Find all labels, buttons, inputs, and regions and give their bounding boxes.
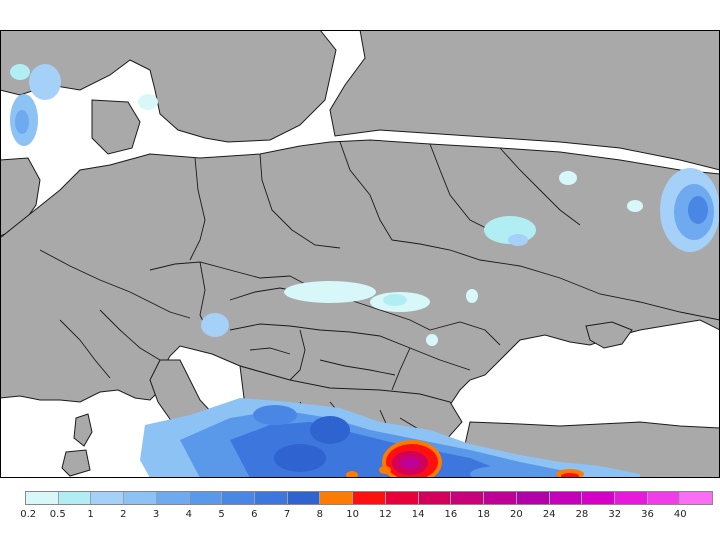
legend-label: 5 <box>218 509 225 520</box>
legend-swatch <box>614 492 648 504</box>
legend-swatch <box>582 492 615 504</box>
precip-patch <box>310 416 350 444</box>
legend-swatch <box>156 492 190 504</box>
legend-swatch <box>222 492 256 504</box>
land-corsica <box>73 413 93 447</box>
legend-swatch <box>516 492 550 504</box>
legend-swatch <box>647 492 681 504</box>
legend-label: 4 <box>185 509 192 520</box>
legend-swatch <box>124 492 157 504</box>
legend-label: 3 <box>152 509 160 520</box>
color-legend <box>25 491 713 505</box>
legend-label: 14 <box>411 509 425 520</box>
legend-label: 12 <box>379 509 392 520</box>
legend-swatch <box>385 492 419 504</box>
land-finland <box>329 30 720 171</box>
precip-patch <box>274 444 326 472</box>
legend-swatch <box>549 492 583 504</box>
legend-label: 40 <box>673 509 687 520</box>
legend-swatch <box>91 492 125 504</box>
legend-swatch <box>189 492 223 504</box>
legend-label: 16 <box>444 509 458 520</box>
legend-label: 18 <box>477 509 491 520</box>
legend-label: 2 <box>120 509 127 520</box>
legend-label: 10 <box>346 509 359 520</box>
legend-label: 28 <box>575 509 589 520</box>
land-denmark <box>91 99 141 155</box>
legend-label: 7 <box>283 509 291 520</box>
legend-swatch <box>255 492 288 504</box>
precip-patch <box>470 466 530 478</box>
precip-patch <box>138 94 158 110</box>
precip-patch <box>379 466 391 474</box>
legend-swatch <box>287 492 321 504</box>
precip-patch <box>201 313 229 337</box>
legend-label: 32 <box>608 509 622 520</box>
precip-patch <box>688 196 708 224</box>
map-canvas: #land path{fill:#a9a9a9;stroke:#1a1a1a;s… <box>0 30 720 478</box>
legend-labels: 0.2 0.5 1 2 3 4 5 6 7 8 10 12 14 16 18 20 24 28 32 36 40 <box>20 509 713 523</box>
legend-swatch <box>484 492 517 504</box>
legend-swatch <box>451 492 485 504</box>
legend-label: 36 <box>641 509 654 520</box>
legend-swatch <box>353 492 386 504</box>
precip-patch <box>284 281 376 303</box>
precip-patch <box>559 171 577 185</box>
land-crimea <box>585 321 633 349</box>
legend-label: 8 <box>316 509 324 520</box>
legend-label: 0.2 <box>20 509 37 520</box>
legend-label: 0.5 <box>49 509 66 520</box>
legend-label: 1 <box>87 509 94 520</box>
legend-swatch <box>680 492 713 504</box>
precip-patch <box>627 200 643 212</box>
precip-patch <box>426 334 438 346</box>
precip-patch <box>15 110 29 134</box>
legend-swatch <box>58 492 92 504</box>
land-britain <box>0 157 41 237</box>
precip-patch <box>346 471 358 478</box>
legend-label: 20 <box>510 509 523 520</box>
precip-patch <box>29 64 61 100</box>
precipitation-map: #land path{fill:#a9a9a9;stroke:#1a1a1a;s… <box>0 30 720 478</box>
legend-swatch <box>26 492 59 504</box>
legend-label: 24 <box>542 509 556 520</box>
precip-patch <box>10 64 30 80</box>
precip-patch <box>383 294 407 306</box>
land-sardinia <box>61 449 91 477</box>
land-masses <box>0 30 720 478</box>
precip-patch <box>466 289 478 303</box>
precipitation-field <box>10 64 720 478</box>
precip-patch <box>400 457 420 469</box>
legend-label: 6 <box>251 509 258 520</box>
precip-patch <box>508 234 528 246</box>
precip-patch <box>253 405 297 425</box>
legend-swatch <box>320 492 354 504</box>
precip-patch <box>561 473 579 478</box>
legend-swatch <box>418 492 452 504</box>
